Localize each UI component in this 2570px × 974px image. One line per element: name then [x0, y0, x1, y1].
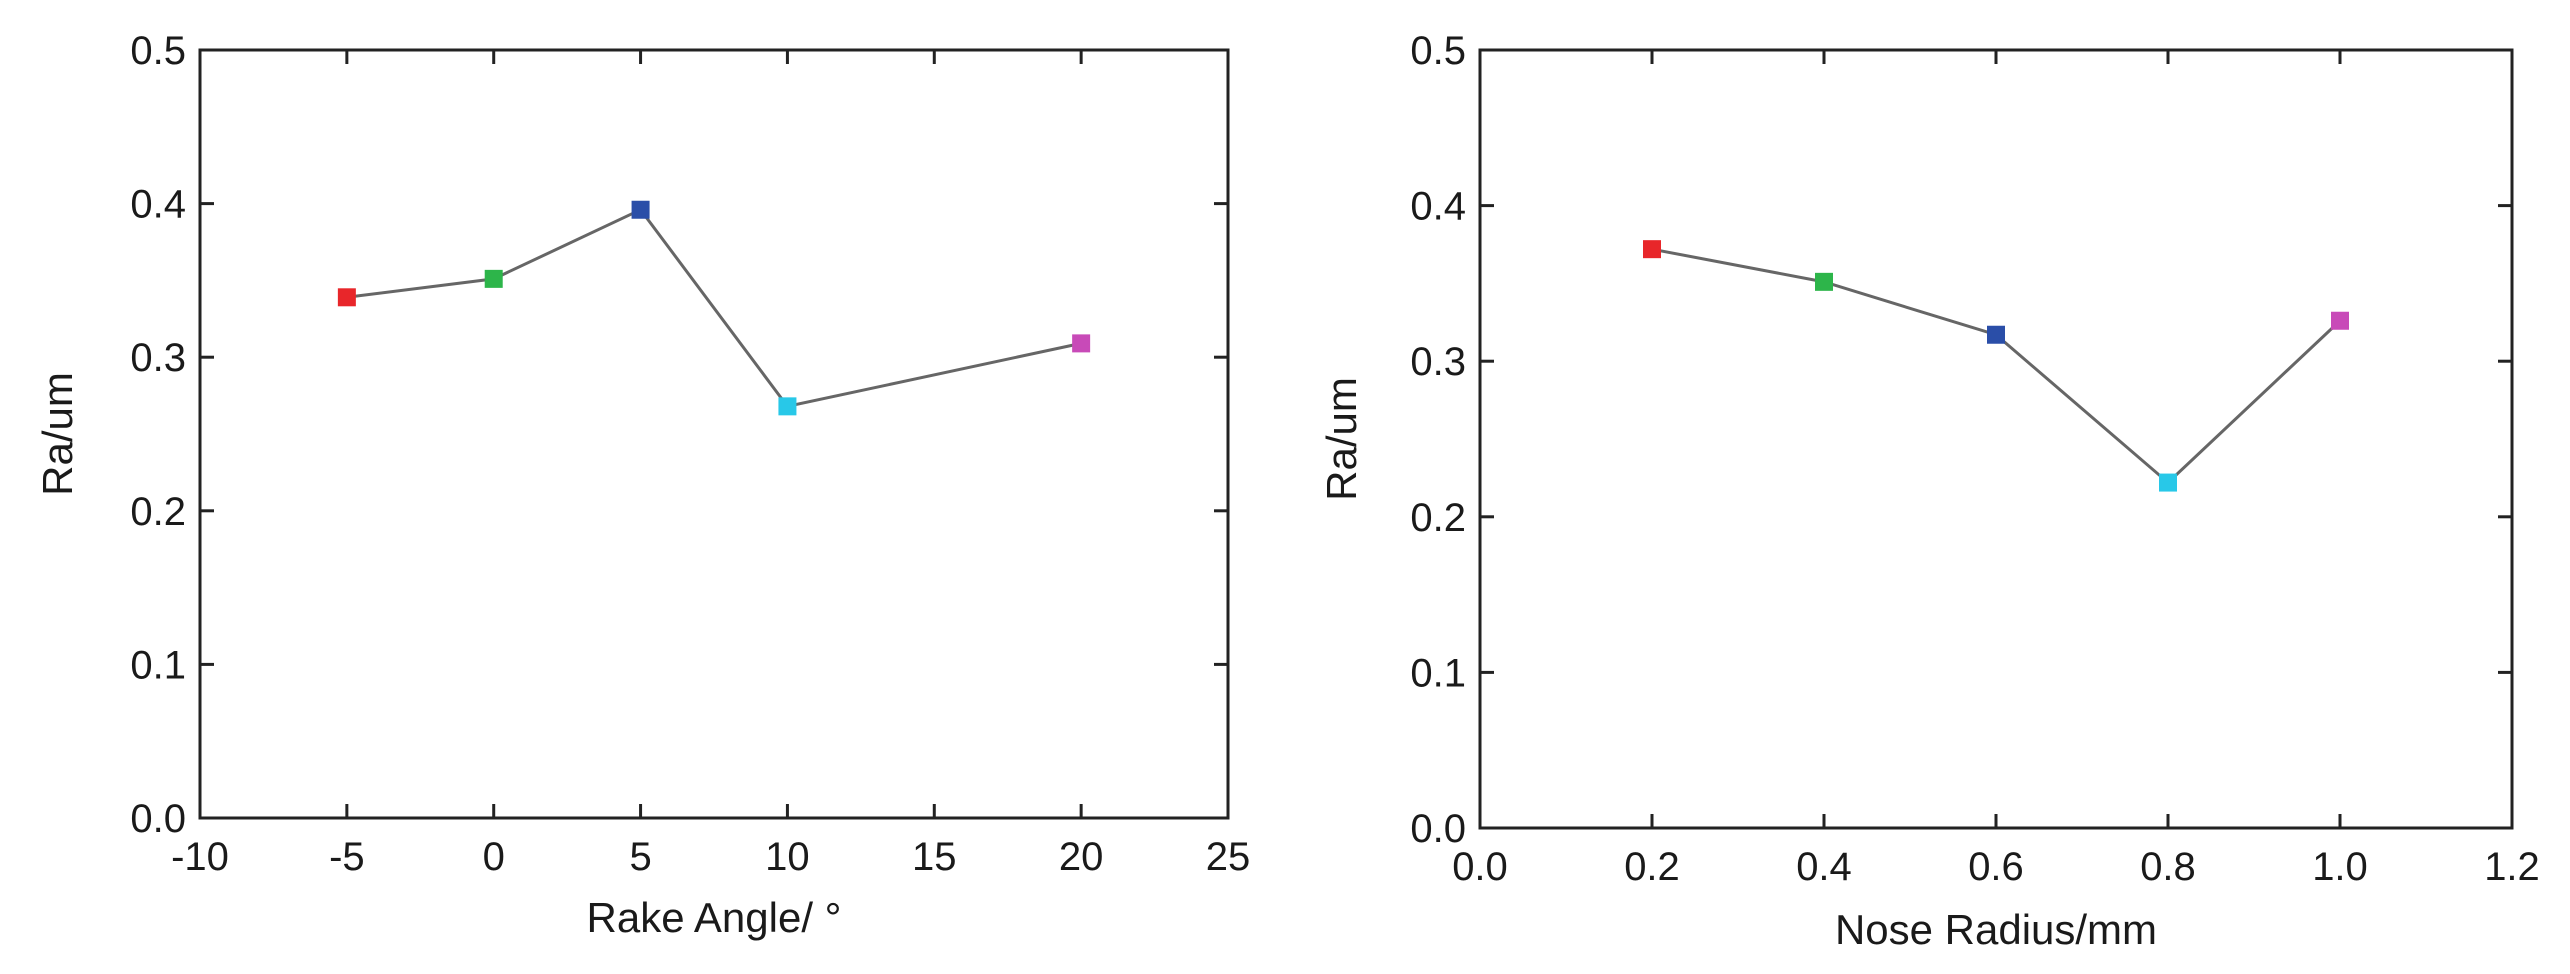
- x-tick-label: 0.0: [1452, 845, 1508, 889]
- data-point: [1072, 334, 1091, 353]
- x-tick-label: 20: [1059, 835, 1104, 879]
- data-point: [1987, 325, 2005, 344]
- plot-frame: [1478, 48, 2514, 830]
- y-tick-label: 0.5: [130, 29, 186, 73]
- y-tick-label: 0.2: [1410, 496, 1466, 540]
- data-point: [2159, 473, 2177, 492]
- data-point: [778, 397, 797, 416]
- x-tick-label: 0.6: [1968, 845, 2024, 889]
- y-tick-label: 0.4: [130, 183, 186, 227]
- y-tick-label: 0.3: [1410, 340, 1466, 384]
- y-axis-label: Ra/um: [1318, 377, 1365, 501]
- x-tick-label: 25: [1206, 835, 1251, 879]
- series-line: [346, 207, 1082, 409]
- data-point: [631, 200, 650, 219]
- x-axis-label: Nose Radius/mm: [1835, 906, 2157, 953]
- x-tick-label: 1.2: [2484, 845, 2540, 889]
- data-point: [484, 269, 503, 288]
- data-point: [2331, 311, 2349, 330]
- x-tick-label: -10: [171, 835, 229, 879]
- x-tick-label: 0.8: [2140, 845, 2196, 889]
- data-point: [337, 288, 356, 307]
- y-tick-label: 0.5: [1410, 29, 1466, 73]
- y-tick-label: 0.0: [1410, 807, 1466, 851]
- y-tick-label: 0.3: [130, 336, 186, 380]
- y-axis-label: Ra/um: [34, 372, 81, 496]
- x-tick-label: 0.4: [1796, 845, 1852, 889]
- x-tick-label: 1.0: [2312, 845, 2368, 889]
- chart-rake-angle: -10 -5 0 5 10 15 20 25 0.0 0.1 0.2 0.3 0.4 0.5 Rake An…: [34, 29, 1250, 941]
- x-axis-label: Rake Angle/ °: [587, 894, 842, 941]
- y-tick-label: 0.1: [130, 643, 186, 687]
- x-tick-label: 10: [765, 835, 810, 879]
- x-tick-label: 0: [483, 835, 505, 879]
- plot-frame: [198, 48, 1230, 820]
- x-tick-label: -5: [329, 835, 365, 879]
- y-tick-label: 0.4: [1410, 185, 1466, 229]
- y-tick-label: 0.2: [130, 490, 186, 534]
- data-point: [1643, 240, 1661, 259]
- x-tick-label: 5: [629, 835, 651, 879]
- series-line: [1651, 247, 2342, 485]
- x-tick-label: 0.2: [1624, 845, 1680, 889]
- data-point: [1815, 272, 1833, 291]
- y-tick-label: 0.0: [130, 797, 186, 841]
- x-tick-label: 15: [912, 835, 957, 879]
- y-tick-label: 0.1: [1410, 651, 1466, 695]
- chart-nose-radius: 0.0 0.2 0.4 0.6 0.8 1.0 1.2 0.0 0.1 0.2 0.3 0.4 0.5 N…: [1318, 29, 2540, 953]
